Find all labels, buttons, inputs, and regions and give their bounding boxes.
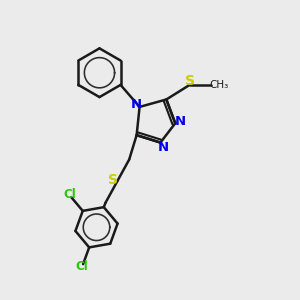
Text: Cl: Cl: [75, 260, 88, 273]
Text: N: N: [130, 98, 142, 111]
Text: N: N: [158, 140, 169, 154]
Text: S: S: [185, 74, 195, 88]
Text: S: S: [108, 173, 118, 187]
Text: CH₃: CH₃: [210, 80, 229, 90]
Text: Cl: Cl: [63, 188, 76, 201]
Text: N: N: [175, 115, 186, 128]
